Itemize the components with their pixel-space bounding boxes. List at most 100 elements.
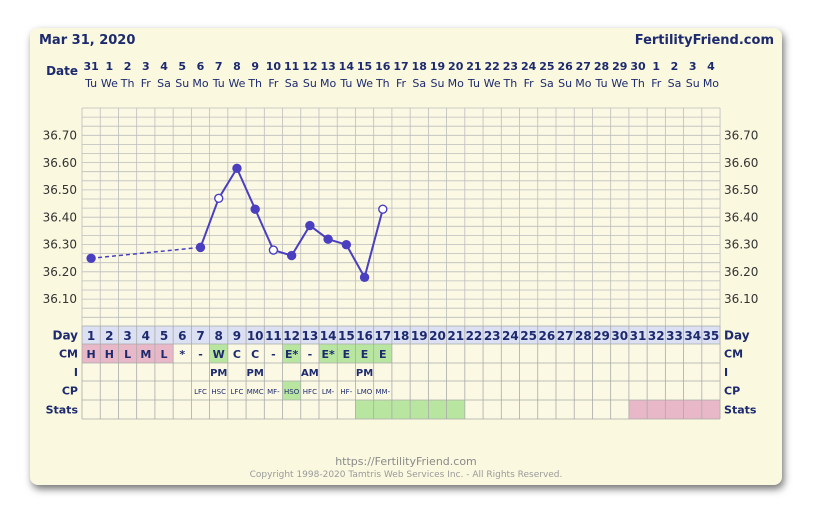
cycle-day: 32 — [648, 329, 665, 343]
date-label: 5 — [178, 60, 186, 73]
date-label: 31 — [83, 60, 98, 73]
cm-value: C — [251, 348, 259, 361]
stats-band — [628, 400, 721, 419]
y-tick-left: 36.60 — [43, 156, 77, 170]
date-label: 19 — [430, 60, 445, 73]
cm-value: - — [308, 348, 313, 361]
temp-line — [290, 225, 311, 257]
cm-cell-bg — [100, 344, 119, 363]
cp-value: LM- — [322, 388, 335, 396]
cm-value: W — [213, 348, 225, 361]
date-label: 1 — [652, 60, 660, 73]
cp-value: LFC — [231, 388, 244, 396]
row-label-left: I — [74, 366, 78, 379]
y-tick-left: 36.20 — [43, 265, 77, 279]
date-label: 27 — [576, 60, 591, 73]
date-label: 20 — [448, 60, 464, 73]
cycle-day: 18 — [393, 329, 410, 343]
weekday-label: Su — [175, 77, 189, 90]
temp-point-open — [268, 245, 279, 255]
temp-line — [236, 167, 257, 210]
cm-value: E* — [285, 348, 299, 361]
cp-value: HF- — [340, 388, 352, 396]
y-tick-right: 36.40 — [724, 210, 758, 224]
weekday-label: Sa — [540, 77, 554, 90]
footer-url[interactable]: https://FertilityFriend.com — [335, 455, 477, 468]
weekday-label: Fr — [141, 77, 152, 90]
intercourse-value: PM — [247, 368, 264, 379]
date-label: 13 — [320, 60, 335, 73]
cycle-day: 19 — [411, 329, 428, 343]
cp-value: MF- — [267, 388, 280, 396]
cycle-day: 14 — [320, 329, 337, 343]
temp-point — [286, 250, 297, 261]
cycle-day: 35 — [703, 329, 720, 343]
date-label: 12 — [302, 60, 317, 73]
cycle-day: 34 — [684, 329, 701, 343]
footer-copyright: Copyright 1998-2020 Tamtris Web Services… — [249, 470, 563, 480]
cm-cell-bg — [154, 344, 174, 363]
weekday-label: We — [228, 77, 245, 90]
weekday-label: We — [356, 77, 373, 90]
row-label-right: I — [724, 366, 728, 379]
y-tick-right: 36.30 — [724, 238, 758, 252]
cycle-day: 29 — [593, 329, 610, 343]
y-tick-right: 36.60 — [724, 156, 758, 170]
cm-value: M — [140, 348, 151, 361]
weekday-label: We — [484, 77, 501, 90]
date-label: 30 — [630, 60, 646, 73]
weekday-label: Sa — [668, 77, 682, 90]
weekday-label: Tu — [212, 77, 225, 90]
cycle-day: 1 — [87, 329, 95, 343]
temp-line — [217, 167, 238, 199]
cycle-day: 26 — [539, 329, 556, 343]
cycle-day: 31 — [630, 329, 647, 343]
date-label: 21 — [466, 60, 481, 73]
temp-point — [305, 220, 315, 231]
cycle-day: 17 — [374, 329, 391, 343]
day-row-bg — [82, 326, 721, 344]
cm-cell-bg — [136, 344, 155, 363]
row-label-left: Day — [52, 329, 78, 343]
cm-value: E* — [321, 348, 335, 361]
date-label: 2 — [671, 60, 679, 73]
cm-cell-bg — [318, 344, 338, 363]
temp-line — [199, 197, 220, 248]
cycle-day: 3 — [123, 329, 131, 343]
cycle-day: 20 — [429, 329, 446, 343]
cycle-day: 24 — [502, 329, 519, 343]
weekday-label: Th — [375, 77, 390, 90]
row-label-left: CP — [62, 385, 78, 398]
weekday-label: Su — [686, 77, 700, 90]
weekday-label: Mo — [703, 77, 719, 90]
y-tick-right: 36.20 — [724, 265, 758, 279]
y-tick-left: 36.30 — [43, 238, 77, 252]
temp-point-open — [214, 193, 224, 204]
cm-cell-bg — [355, 344, 374, 363]
intercourse-value: PM — [356, 368, 373, 379]
cycle-day: 11 — [265, 329, 282, 343]
temp-line — [254, 208, 275, 251]
cycle-day: 9 — [233, 329, 241, 343]
date-label: 26 — [557, 60, 573, 73]
weekday-label: Sa — [412, 77, 426, 90]
cycle-day: 15 — [338, 329, 355, 343]
date-label: 3 — [142, 60, 150, 73]
temp-point-open — [378, 204, 388, 214]
date-label: 2 — [124, 60, 132, 73]
cp-cell-bg — [282, 381, 301, 400]
temp-line — [363, 208, 384, 278]
weekday-label: Mo — [448, 77, 464, 90]
date-label: 25 — [539, 60, 554, 73]
date-label: 14 — [339, 60, 355, 73]
weekday-label: Su — [303, 77, 317, 90]
intercourse-value: PM — [210, 368, 227, 379]
weekday-label: Fr — [396, 77, 407, 90]
cm-value: E — [361, 348, 369, 361]
y-tick-left: 36.70 — [43, 129, 77, 143]
cm-cell-bg — [118, 344, 137, 363]
cycle-day: 12 — [283, 329, 300, 343]
weekday-label: Th — [630, 77, 645, 90]
cycle-day: 13 — [302, 329, 319, 343]
y-tick-left: 36.10 — [43, 292, 77, 306]
